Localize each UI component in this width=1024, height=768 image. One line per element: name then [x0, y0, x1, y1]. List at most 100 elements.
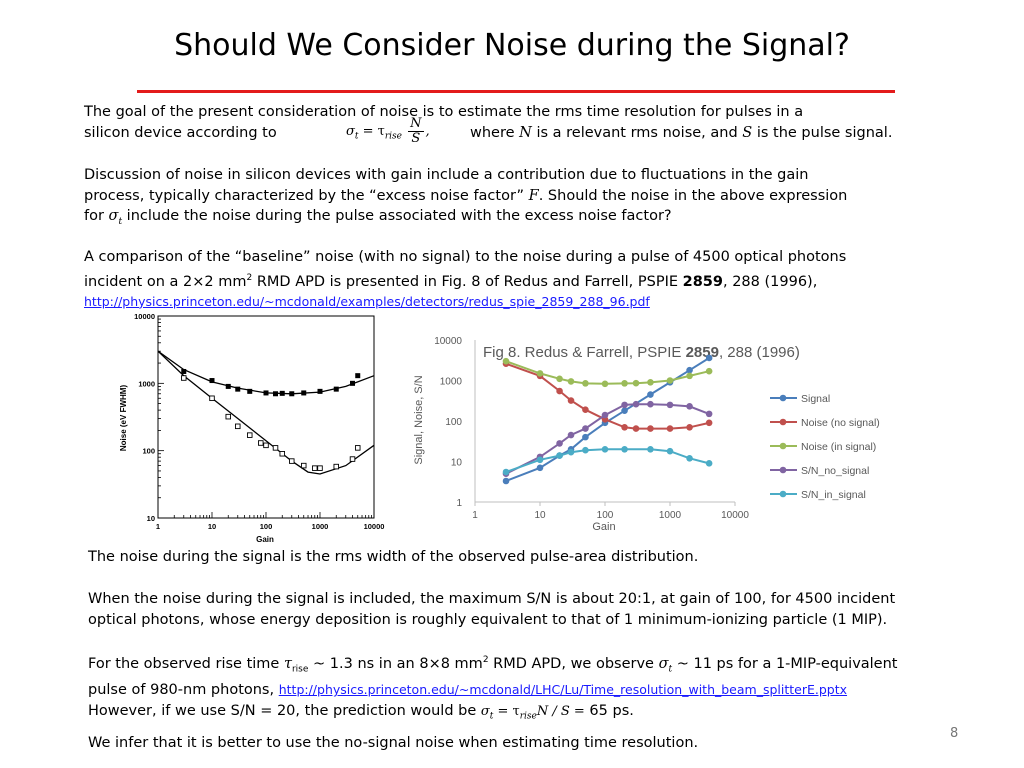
- left-chart-x-tick-label: 10: [208, 522, 216, 531]
- left-chart-y-tick-label: 100: [142, 447, 155, 456]
- left-chart-point-open: [312, 465, 318, 471]
- where-text-1: where: [470, 124, 520, 141]
- left-chart-x-tick-label: 10000: [364, 522, 385, 531]
- series-point-noise-in-signal: [536, 370, 544, 377]
- series-point-s-n-no-signal: [582, 425, 589, 432]
- left-chart-point-filled: [209, 378, 215, 384]
- left-chart-point-open: [263, 442, 269, 449]
- left-chart-point-filled: [289, 391, 295, 397]
- right-chart-y-tick-label: 1000: [440, 377, 463, 388]
- series-point-s-n-in-signal: [705, 460, 713, 467]
- left-chart-point-filled: [355, 373, 361, 379]
- series-point-signal: [621, 407, 628, 414]
- left-chart-xlabel: Gain: [256, 535, 274, 544]
- left-chart-ylabel: Noise (eV FWHM): [119, 385, 128, 452]
- right-chart-x-tick-label: 100: [597, 510, 614, 521]
- series-point-s-n-in-signal: [686, 454, 693, 462]
- left-chart-point-open: [246, 432, 253, 438]
- series-point-noise-no-signal: [582, 406, 589, 414]
- formula-denominator: S: [411, 130, 421, 146]
- left-chart-point-filled: [263, 390, 269, 396]
- series-point-signal: [705, 354, 713, 362]
- rise-time-line-1: For the observed rise time τrise ~ 1.3 n…: [88, 650, 1008, 680]
- right-chart-y-tick-label: 1: [456, 498, 462, 509]
- page-number: 8: [950, 726, 959, 741]
- left-chart-point-open: [272, 445, 279, 451]
- series-point-signal: [502, 477, 510, 485]
- beam-splitter-link[interactable]: http://physics.princeton.edu/~mcdonald/L…: [278, 682, 848, 698]
- right-chart-tick-labels: 1 10 100 1000 10000 1 10 100 1000 10000: [434, 336, 749, 521]
- series-point-noise-in-signal: [647, 379, 654, 386]
- left-chart-point-open: [289, 458, 295, 464]
- series-point-noise-in-signal: [705, 367, 713, 375]
- right-chart-x-tick-label: 1000: [659, 510, 682, 521]
- redus-paper-link[interactable]: http://physics.princeton.edu/~mcdonald/e…: [84, 293, 650, 309]
- series-point-noise-no-signal: [556, 387, 563, 395]
- series-point-noise-no-signal: [686, 423, 693, 431]
- series-point-noise-in-signal: [621, 380, 628, 387]
- title-underline: [137, 90, 895, 93]
- legend-marker-noise-in-signal: [779, 442, 787, 450]
- pred-sigma-sub: t: [489, 711, 494, 722]
- legend-marker-s-n-in-signal: [779, 490, 787, 498]
- left-chart-point-open: [258, 440, 264, 446]
- formula-sigma: σ: [346, 123, 355, 139]
- comparison-line-1: A comparison of the “baseline” noise (wi…: [84, 249, 847, 265]
- left-chart-point-open: [181, 375, 187, 381]
- pred-sigma: σ: [480, 703, 490, 719]
- series-point-s-n-no-signal: [601, 411, 609, 419]
- series-point-noise-no-signal: [621, 423, 628, 431]
- series-point-signal: [582, 433, 589, 441]
- slide-title: Should We Consider Noise during the Sign…: [174, 28, 850, 63]
- series-point-s-n-in-signal: [536, 456, 544, 464]
- series-point-s-n-no-signal: [632, 400, 640, 408]
- rise-time-3b: 65 ps.: [584, 702, 634, 719]
- left-chart-point-filled: [301, 390, 307, 396]
- excess-line-3: for σt include the noise during the puls…: [84, 206, 984, 232]
- left-chart-point-filled: [235, 386, 241, 392]
- max-sn-paragraph: When the noise during the signal is incl…: [88, 589, 1008, 630]
- tau-symbol: τ: [283, 655, 292, 672]
- superscript-2b: 2: [482, 655, 489, 665]
- excess-sigma-sub: t: [118, 216, 123, 227]
- series-point-noise-in-signal: [567, 378, 575, 385]
- series-point-s-n-no-signal: [666, 401, 674, 409]
- max-sn-line-2: optical photons, whose energy deposition…: [88, 611, 888, 628]
- left-chart-y-tick-label: 1000: [138, 379, 155, 388]
- prediction-formula: σt = τriseN / S =: [480, 703, 585, 722]
- left-chart-point-filled: [273, 391, 279, 397]
- volume-number: 2859: [682, 273, 723, 290]
- series-point-signal: [686, 366, 693, 374]
- excess-noise-paragraph: Discussion of noise in silicon devices w…: [84, 165, 984, 232]
- excess-line-2: process, typically characterized by the …: [84, 186, 984, 207]
- right-chart-y-tick-label: 10000: [434, 336, 462, 347]
- where-S: S: [742, 124, 753, 141]
- pred-equals-tau: = τ: [493, 703, 520, 719]
- where-N: N: [519, 124, 532, 141]
- rise-time-1d: RMD APD, we observe: [488, 655, 659, 672]
- left-chart-point-open: [235, 423, 241, 430]
- rise-time-1e: ~ 11 ps for a 1-MIP-equivalent: [672, 655, 898, 672]
- series-point-noise-no-signal: [632, 425, 640, 432]
- series-point-noise-in-signal: [556, 375, 563, 383]
- series-point-s-n-in-signal: [582, 446, 589, 454]
- redus-farrell-chart: Fig 8. Redus & Farrell, PSPIE 2859, 288 …: [413, 336, 880, 533]
- pred-rest: N / S =: [536, 703, 585, 719]
- series-point-s-n-no-signal: [567, 431, 575, 439]
- pred-rise-sub: rise: [519, 711, 537, 722]
- left-chart-point-open: [333, 463, 340, 470]
- series-point-signal: [536, 464, 544, 472]
- tau-rise-sub: rise: [291, 664, 309, 675]
- series-point-noise-no-signal: [666, 425, 674, 432]
- where-text-2: is a relevant rms noise, and: [531, 124, 743, 141]
- series-point-s-n-in-signal: [621, 446, 628, 453]
- series-point-s-n-in-signal: [601, 446, 609, 453]
- right-chart-y-tick-label: 10: [451, 458, 463, 469]
- left-chart-point-open: [317, 465, 323, 471]
- left-chart-y-tick-label: 10000: [134, 312, 155, 321]
- left-chart-point-open: [209, 395, 215, 402]
- max-sn-line-1: When the noise during the signal is incl…: [88, 591, 896, 607]
- rise-time-line-3: However, if we use S/N = 20, the predict…: [88, 701, 1008, 727]
- series-point-s-n-no-signal: [705, 410, 713, 418]
